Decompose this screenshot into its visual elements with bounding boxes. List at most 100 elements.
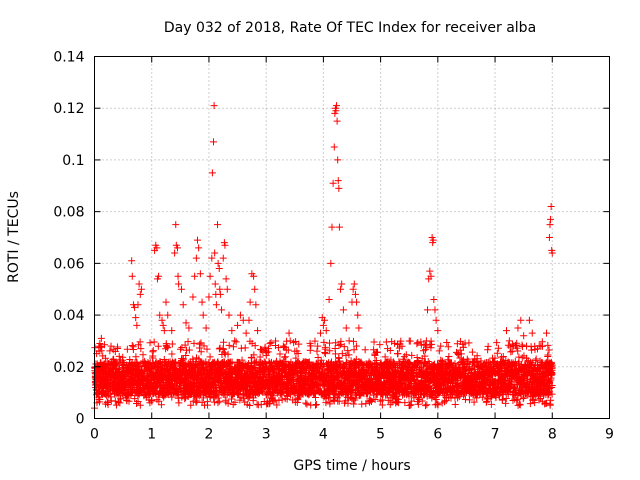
data-point [410, 376, 418, 384]
data-point [187, 401, 195, 409]
data-point [254, 327, 262, 335]
data-point [97, 343, 105, 351]
data-point [273, 401, 281, 409]
data-point [427, 344, 435, 352]
data-point [246, 402, 254, 410]
data-point [231, 398, 239, 406]
data-point [225, 341, 233, 349]
data-point [327, 259, 335, 267]
data-point [132, 353, 140, 361]
data-point [328, 223, 336, 231]
data-point [116, 399, 124, 407]
data-point [220, 338, 228, 346]
data-point [128, 272, 136, 280]
data-point [276, 350, 284, 358]
data-point [197, 348, 205, 356]
data-point [345, 337, 353, 345]
data-point [386, 346, 394, 354]
data-point [355, 324, 363, 332]
data-point [502, 399, 510, 407]
data-point [136, 401, 144, 409]
data-point [347, 357, 355, 365]
data-point [272, 337, 280, 345]
data-point [139, 351, 147, 359]
data-point [174, 394, 182, 402]
data-point [444, 343, 452, 351]
data-point [184, 338, 192, 346]
data-point [170, 359, 178, 367]
data-point [128, 257, 136, 265]
data-point [484, 346, 492, 354]
data-point [505, 337, 513, 345]
data-point [335, 341, 343, 349]
data-point [457, 350, 465, 358]
data-point [162, 298, 170, 306]
data-point [344, 347, 352, 355]
data-point [211, 280, 219, 288]
data-point [194, 236, 201, 244]
data-point [164, 344, 172, 352]
data-point [195, 244, 203, 252]
data-point [284, 346, 292, 354]
data-point [219, 254, 227, 262]
data-point [199, 394, 207, 402]
data-point [435, 347, 443, 355]
data-point [223, 285, 231, 293]
data-point [203, 345, 211, 353]
data-point [455, 393, 463, 401]
data-point [200, 342, 208, 350]
data-point [168, 327, 176, 335]
data-point [503, 327, 510, 335]
data-point [128, 342, 136, 350]
data-point [321, 343, 329, 351]
data-point [123, 345, 131, 353]
data-point [414, 339, 422, 347]
data-point [406, 337, 414, 345]
data-point [311, 390, 319, 398]
data-point [245, 316, 253, 324]
data-point [215, 397, 223, 405]
data-point [251, 342, 259, 350]
data-point [134, 397, 142, 405]
data-point [149, 347, 157, 355]
data-point [464, 357, 472, 365]
data-points [91, 102, 556, 412]
data-point [478, 393, 486, 401]
data-point [545, 234, 553, 241]
data-point [111, 397, 119, 405]
data-point [397, 337, 405, 345]
data-point [374, 348, 382, 356]
chart-title: Day 032 of 2018, Rate Of TEC Index for r… [164, 20, 536, 36]
data-point [335, 184, 343, 192]
data-point [354, 311, 362, 319]
data-point [179, 355, 187, 363]
data-point [447, 394, 455, 402]
data-point [504, 341, 512, 349]
data-point [465, 396, 473, 404]
data-point [179, 301, 187, 309]
data-point [270, 397, 278, 405]
data-point [434, 401, 442, 409]
data-point [465, 339, 473, 347]
data-point [147, 396, 155, 404]
data-point [136, 290, 144, 298]
data-point [430, 296, 438, 304]
data-point [210, 398, 218, 406]
data-point [523, 342, 531, 350]
data-point [362, 400, 370, 408]
data-point [353, 298, 361, 306]
data-point [459, 343, 467, 351]
data-point [149, 352, 157, 360]
data-point [275, 396, 283, 404]
data-point [224, 350, 232, 358]
data-point [172, 221, 180, 229]
data-point [367, 398, 375, 406]
data-point [544, 351, 552, 359]
data-point [421, 402, 429, 410]
data-point [241, 344, 249, 352]
data-point [270, 391, 278, 399]
data-point [337, 285, 345, 293]
data-point [104, 398, 112, 406]
data-point [311, 337, 319, 345]
data-point [136, 338, 144, 346]
